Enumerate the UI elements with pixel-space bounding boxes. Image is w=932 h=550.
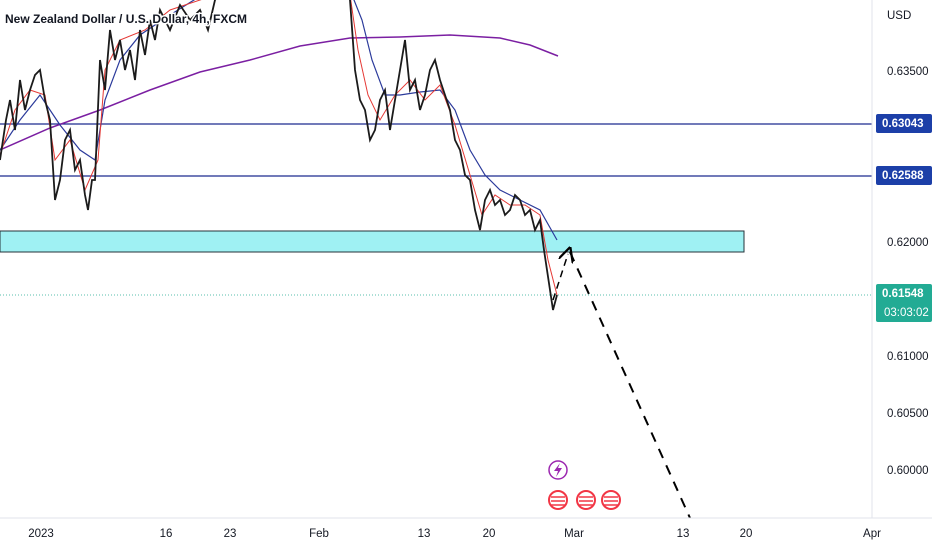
time-label: 13	[677, 528, 690, 540]
time-label: 13	[418, 528, 431, 540]
price-label: 0.62000	[887, 237, 929, 249]
price-badge-text: 0.62588	[882, 170, 924, 182]
price-badge-text: 0.63043	[882, 118, 924, 130]
economic-events[interactable]	[548, 490, 621, 510]
price-label: 0.63500	[887, 66, 929, 78]
ma-fast	[0, 0, 558, 296]
price-label: 0.60000	[887, 465, 929, 477]
time-label: 2023	[28, 528, 54, 540]
plot-area	[0, 0, 872, 518]
time-label: 16	[160, 528, 173, 540]
currency: USD	[887, 10, 911, 22]
price-badge	[876, 114, 932, 133]
price-badge-text: 0.61548	[882, 288, 924, 300]
support-zone	[0, 230, 745, 253]
time-label: 20	[740, 528, 753, 540]
price-label: 0.61000	[887, 351, 929, 363]
arrow-up	[552, 254, 568, 301]
chart-title: New Zealand Dollar / U.S. Dollar, 4h, FX…	[5, 12, 247, 26]
time-label: Apr	[863, 528, 881, 540]
time-label: 20	[483, 528, 496, 540]
countdown: 03:03:02	[884, 307, 929, 319]
price-badge	[876, 166, 932, 185]
arrow-down	[569, 251, 691, 518]
event-icon-bolt	[554, 463, 562, 477]
time-label: Mar	[564, 528, 584, 540]
price-candles	[0, 0, 558, 311]
price-badge	[876, 284, 932, 322]
ma-slow	[0, 0, 558, 241]
price-label: 0.60500	[887, 408, 929, 420]
time-label: Feb	[309, 528, 329, 540]
time-label: 23	[224, 528, 237, 540]
ma-200	[0, 34, 559, 151]
